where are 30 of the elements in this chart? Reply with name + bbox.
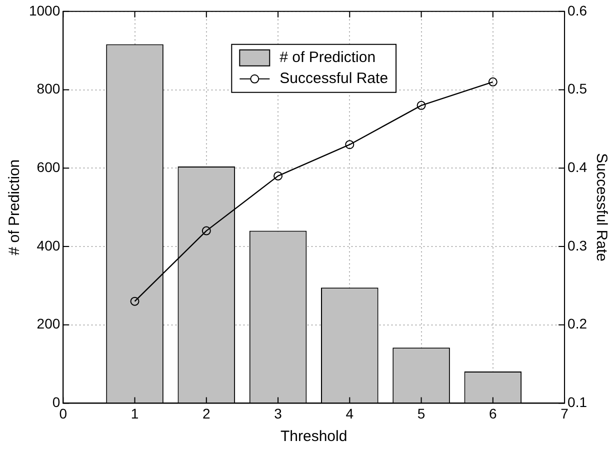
y2-tick-label: 0.6 (568, 2, 588, 18)
y2-tick-label: 0.2 (568, 316, 588, 332)
x-tick-label: 7 (560, 405, 569, 422)
x-tick-label: 1 (130, 405, 139, 422)
x-axis-title: Threshold (280, 428, 348, 446)
x-tick-label: 2 (202, 405, 210, 422)
x-tick-label: 6 (489, 405, 498, 422)
legend-label: Successful Rate (280, 70, 388, 88)
y2-tick-label: 0.3 (568, 237, 588, 254)
y2-tick-label: 0.4 (568, 158, 588, 175)
x-tick-label: 5 (417, 405, 426, 422)
point (130, 296, 140, 306)
y-tick-label: 800 (36, 80, 60, 97)
y-axis-title: # of Prediction (6, 159, 24, 256)
y-tick-label: 1000 (28, 2, 60, 18)
point (202, 226, 211, 236)
y-tick-label: 200 (36, 316, 60, 332)
y-tick-label: 400 (36, 237, 60, 254)
point (488, 77, 498, 86)
x-tick-label: 4 (346, 405, 354, 422)
y2-axis-title: Successful Rate (592, 153, 610, 262)
x-tick-label: 3 (274, 405, 282, 422)
y2-tick-label: 0.5 (568, 80, 588, 97)
point (416, 100, 426, 110)
y-tick-label: 600 (36, 158, 60, 175)
point (274, 171, 283, 180)
legend-label: # of Prediction (280, 49, 376, 66)
y-tick-label: 0 (52, 394, 60, 410)
y2-tick-label: 0.1 (568, 394, 588, 410)
point (345, 140, 354, 150)
